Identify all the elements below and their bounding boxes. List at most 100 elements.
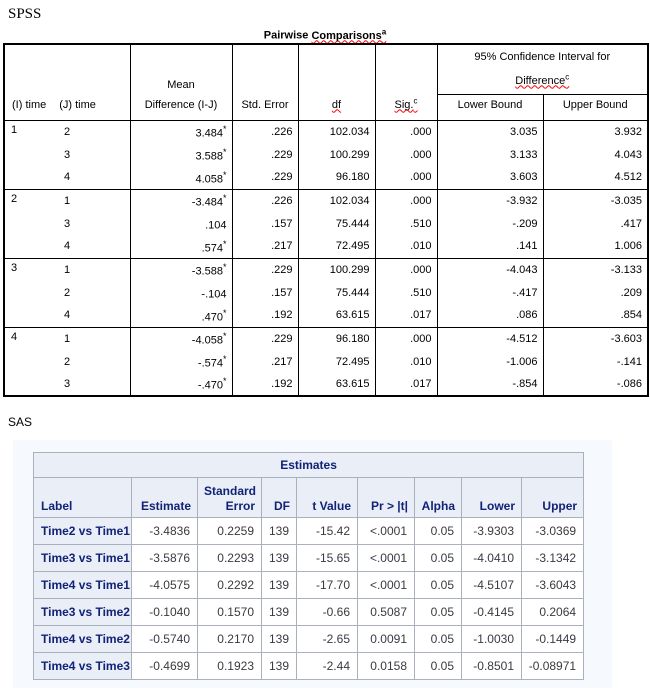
- cell-standard-error: 0.2292: [197, 571, 262, 599]
- table-row: 3 1 -3.588* .229 100.299 .000 -4.043 -3.…: [4, 257, 648, 328]
- cell-lower-bound: -.854: [437, 373, 544, 397]
- cell-j-time: 2: [51, 281, 131, 305]
- header-upper: Upper: [520, 477, 585, 518]
- cell-mean-difference: 3.484*: [130, 119, 233, 144]
- cell-upper: -0.1449: [520, 625, 585, 653]
- cell-df: 72.495: [298, 235, 376, 259]
- header-row-2: Lower Bound Upper Bound: [4, 93, 649, 121]
- cell-lower-bound: .141: [437, 235, 544, 259]
- cell-lower-bound: -3.932: [437, 188, 544, 213]
- cell-label: Time2 vs Time1: [33, 517, 132, 545]
- cell-t-value: -15.65: [296, 544, 358, 572]
- cell-sig: .000: [375, 119, 438, 144]
- footnote-marker: a: [381, 27, 387, 36]
- cell-std-error: .192: [232, 304, 299, 328]
- cell-upper-bound: 1.006: [614, 240, 642, 253]
- cell-j-time: 4: [51, 166, 131, 190]
- cell-mean-difference: .574*: [130, 235, 233, 259]
- cell-df: 139: [261, 598, 297, 626]
- cell-mean-difference: -4.058*: [130, 326, 233, 351]
- header-confidence-interval: 95% Confidence Interval for Differencec: [436, 43, 649, 95]
- cell-df: 63.615: [298, 373, 376, 397]
- cell-upper: -3.0369: [520, 517, 585, 545]
- spss-section-label: SPSS: [8, 6, 42, 22]
- cell-upper-bound: -3.603: [543, 326, 648, 351]
- header-df: DF: [261, 477, 297, 518]
- table-row: Time2 vs Time1 -3.4836 0.2259 139 -15.42…: [33, 517, 585, 545]
- cell-upper-bound: 4.512: [614, 171, 642, 184]
- cell-estimate: -0.5740: [131, 625, 198, 653]
- cell-lower: -1.0030: [461, 625, 522, 653]
- header-j-time: (J) time: [59, 98, 96, 111]
- spss-pairwise-comparisons-table: (I) time (J) time Mean Difference (I-J) S…: [3, 43, 649, 398]
- cell-pr-t: <.0001: [357, 544, 415, 572]
- cell-sig: .010: [375, 235, 438, 259]
- cell-j-time: 2: [51, 350, 131, 374]
- header-lower: Lower: [461, 477, 522, 518]
- cell-i-time: 2: [4, 188, 51, 259]
- cell-upper-bound: -.141: [616, 355, 642, 368]
- cell-mean-difference: -.104: [130, 281, 233, 305]
- cell-std-error: .157: [232, 281, 299, 305]
- cell-df: 100.299: [298, 143, 376, 167]
- cell-alpha: 0.05: [414, 571, 462, 599]
- cell-df: 63.615: [298, 304, 376, 328]
- cell-sig: .510: [375, 281, 438, 305]
- cell-pr-t: 0.5087: [357, 598, 415, 626]
- cell-upper: -0.08971: [520, 652, 585, 680]
- cell-pr-t: 0.0158: [357, 652, 415, 680]
- cell-label: Time4 vs Time3: [33, 652, 132, 680]
- cell-mean-difference: -3.484*: [130, 188, 233, 213]
- cell-mean-difference: -.574*: [130, 350, 233, 374]
- cell-df: 96.180: [298, 166, 376, 190]
- sas-section-label: SAS: [8, 415, 33, 429]
- cell-upper-bound: 3.932: [543, 119, 648, 144]
- header-i-time: (I) time: [12, 98, 47, 111]
- cell-j-time: 1: [51, 326, 131, 351]
- table-row: 3 -.470* .192 63.615 .017 -.854 -.086: [4, 373, 648, 397]
- cell-lower: -3.9303: [461, 517, 522, 545]
- cell-upper: -3.6043: [520, 571, 585, 599]
- cell-mean-difference: 4.058*: [130, 166, 233, 190]
- sas-output-panel: Estimates Label Estimate Standard Error D…: [13, 440, 612, 688]
- cell-df: 75.444: [298, 281, 376, 305]
- cell-j-time: 4: [51, 304, 131, 328]
- cell-lower-bound: .086: [437, 304, 544, 328]
- table-row: 4 4.058* .229 96.180 .000 3.603 4.512: [4, 166, 648, 190]
- cell-estimate: -3.5876: [131, 544, 198, 572]
- header-std-error: Std. Error: [231, 43, 299, 121]
- title-word: Pairwise: [263, 29, 309, 42]
- cell-pr-t: <.0001: [357, 571, 415, 599]
- cell-df: 100.299: [298, 257, 376, 282]
- cell-standard-error: 0.2293: [197, 544, 262, 572]
- cell-i-time: 1: [4, 119, 51, 190]
- cell-mean-difference: .470*: [130, 304, 233, 328]
- cell-i-time: 3: [4, 257, 51, 328]
- cell-upper: 0.2064: [520, 598, 585, 626]
- cell-upper: -3.1342: [520, 544, 585, 572]
- cell-std-error: .157: [232, 212, 299, 236]
- cell-sig: .000: [375, 143, 438, 167]
- cell-t-value: -0.66: [296, 598, 358, 626]
- header-lower-bound: Lower Bound: [436, 93, 544, 121]
- cell-alpha: 0.05: [414, 652, 462, 680]
- cell-sig: .000: [375, 166, 438, 190]
- cell-lower: -0.4145: [461, 598, 522, 626]
- cell-upper-bound: -3.035: [543, 188, 648, 213]
- cell-standard-error: 0.1923: [197, 652, 262, 680]
- table-row: Time4 vs Time1 -4.0575 0.2292 139 -17.70…: [33, 571, 585, 599]
- table-row: Time3 vs Time2 -0.1040 0.1570 139 -0.66 …: [33, 598, 585, 626]
- table-row: Time4 vs Time3 -0.4699 0.1923 139 -2.44 …: [33, 652, 585, 680]
- cell-alpha: 0.05: [414, 598, 462, 626]
- cell-df: 139: [261, 652, 297, 680]
- cell-i-time: 4: [4, 326, 51, 397]
- table-row: 1 2 3.484* .226 102.034 .000 3.035 3.932: [4, 119, 648, 190]
- cell-pr-t: <.0001: [357, 517, 415, 545]
- cell-label: Time4 vs Time1: [33, 571, 132, 599]
- cell-lower: -4.5107: [461, 571, 522, 599]
- cell-upper-bound: -.086: [616, 378, 642, 391]
- cell-lower-bound: -1.006: [437, 350, 544, 374]
- table-row: 2 1 -3.484* .226 102.034 .000 -3.932 -3.…: [4, 188, 648, 259]
- cell-df: 102.034: [298, 119, 376, 144]
- cell-j-time: 1: [51, 188, 131, 213]
